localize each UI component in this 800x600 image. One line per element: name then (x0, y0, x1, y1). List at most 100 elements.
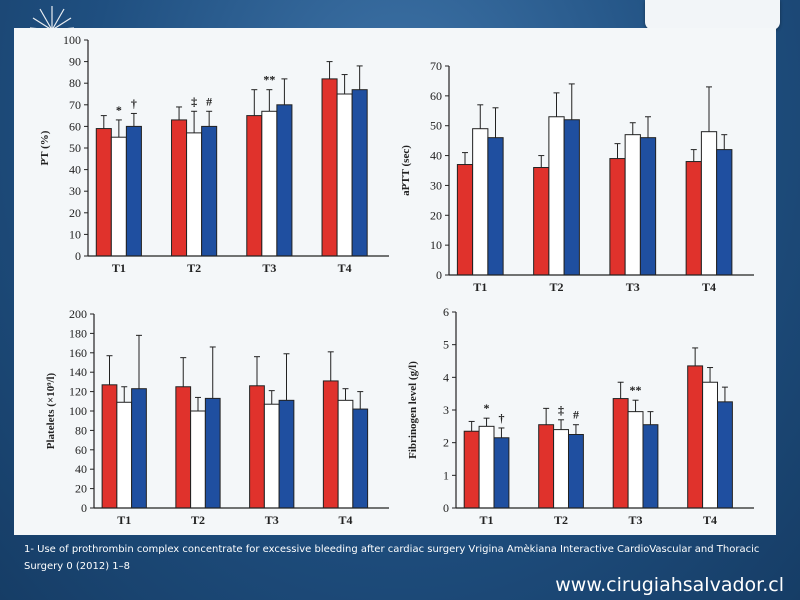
x-tick-label: T1 (112, 261, 126, 275)
bar-red (171, 119, 188, 257)
header-tab-decoration (645, 0, 780, 30)
bar-white (472, 128, 489, 276)
x-tick-label: T2 (187, 261, 201, 275)
bar-blue (125, 125, 142, 257)
y-tick-label: 100 (69, 404, 87, 418)
bar-red (322, 380, 339, 509)
y-axis-label: Fibrinogen level (g/l) (407, 361, 419, 459)
bar-blue (278, 399, 295, 509)
bar-red (463, 430, 480, 509)
bar-red (538, 424, 555, 509)
bar-blue (493, 437, 510, 509)
y-axis-label: aPTT (sec) (400, 145, 412, 196)
bar-white (336, 93, 353, 257)
significance-marker: * (484, 401, 490, 415)
y-tick-label: 40 (69, 163, 81, 177)
x-tick-label: T1 (480, 513, 494, 527)
y-tick-label: 0 (81, 501, 87, 515)
bar-blue (131, 388, 147, 509)
x-tick-label: T4 (338, 261, 352, 275)
bar-white (263, 403, 280, 509)
bar-red (321, 78, 338, 257)
y-tick-label: 5 (443, 338, 449, 352)
figure-caption: 1- Use of prothrombin complex concentrat… (24, 544, 760, 572)
bar-white (337, 399, 354, 509)
y-tick-label: 70 (430, 59, 442, 73)
y-tick-label: 120 (69, 385, 87, 399)
bar-white (116, 401, 133, 509)
x-tick-label: T2 (550, 280, 564, 294)
y-tick-label: 6 (443, 305, 449, 319)
bar-red (687, 365, 704, 509)
y-tick-label: 90 (69, 55, 81, 69)
bar-red (456, 164, 474, 276)
bar-white (261, 110, 278, 257)
significance-marker: # (206, 94, 212, 108)
y-tick-label: 60 (430, 89, 442, 103)
bar-red (609, 158, 626, 276)
chart-3: 0 20 40 60 80 100 120 140 160 180 200 Platelets (×1… (45, 307, 389, 527)
bar-blue (204, 397, 221, 509)
x-tick-label: T1 (117, 513, 131, 527)
x-tick-label: T4 (702, 280, 716, 294)
y-tick-label: 100 (63, 33, 81, 47)
bar-blue (201, 125, 218, 257)
significance-marker: ‡ (191, 94, 197, 108)
y-tick-label: 50 (430, 119, 442, 133)
bar-white (553, 429, 569, 509)
bar-white (110, 136, 127, 257)
bar-red (175, 386, 192, 509)
y-axis-label: Platelets (×10⁹/l) (45, 372, 57, 449)
bar-red (612, 398, 629, 509)
bar-blue (351, 89, 368, 257)
y-tick-label: 80 (69, 76, 81, 90)
y-tick-label: 1 (443, 468, 449, 482)
y-axis-label: PT (%) (39, 130, 51, 165)
x-tick-label: T3 (629, 513, 643, 527)
bar-white (186, 132, 203, 257)
x-tick-label: T3 (265, 513, 279, 527)
y-tick-label: 60 (69, 119, 81, 133)
y-tick-label: 4 (443, 370, 449, 384)
bar-red (685, 161, 702, 276)
bar-white (190, 410, 206, 509)
bar-red (249, 385, 265, 509)
y-tick-label: 40 (75, 462, 87, 476)
y-tick-label: 10 (430, 238, 442, 252)
chart-2: 0 10 20 30 40 50 60 70 aPTT (sec) T1 T2 T3 T4 (400, 59, 754, 294)
significance-marker: ** (263, 73, 275, 87)
y-tick-label: 20 (430, 208, 442, 222)
x-tick-label: T2 (554, 513, 568, 527)
bar-red (101, 384, 118, 509)
bar-blue (716, 401, 733, 509)
significance-marker: ‡ (558, 403, 564, 417)
y-tick-label: 3 (443, 403, 449, 417)
x-tick-label: T3 (262, 261, 276, 275)
bar-red (533, 167, 550, 276)
y-tick-label: 20 (75, 482, 87, 496)
significance-marker: † (498, 411, 504, 425)
y-tick-label: 50 (69, 141, 81, 155)
bar-blue (487, 137, 504, 276)
bar-blue (716, 149, 733, 276)
y-tick-label: 30 (69, 184, 81, 198)
bar-blue (276, 104, 293, 257)
bar-white (627, 411, 644, 509)
x-tick-label: T1 (473, 280, 487, 294)
bar-white (548, 116, 565, 276)
x-tick-label: T2 (191, 513, 205, 527)
y-tick-label: 20 (69, 206, 81, 220)
bar-blue (352, 408, 369, 509)
bar-red (246, 115, 263, 257)
bar-blue (642, 424, 659, 509)
x-tick-label: T3 (626, 280, 640, 294)
chart-1: 0 10 20 30 40 50 60 70 80 90 100 PT (%) T1 T2 T3 T4 * † ‡ #… (39, 33, 389, 275)
y-tick-label: 0 (443, 501, 449, 515)
y-tick-label: 80 (75, 423, 87, 437)
bar-white (702, 381, 718, 509)
bar-red (95, 128, 112, 257)
bar-white (700, 131, 718, 276)
y-tick-label: 70 (69, 98, 81, 112)
y-tick-label: 180 (69, 326, 87, 340)
